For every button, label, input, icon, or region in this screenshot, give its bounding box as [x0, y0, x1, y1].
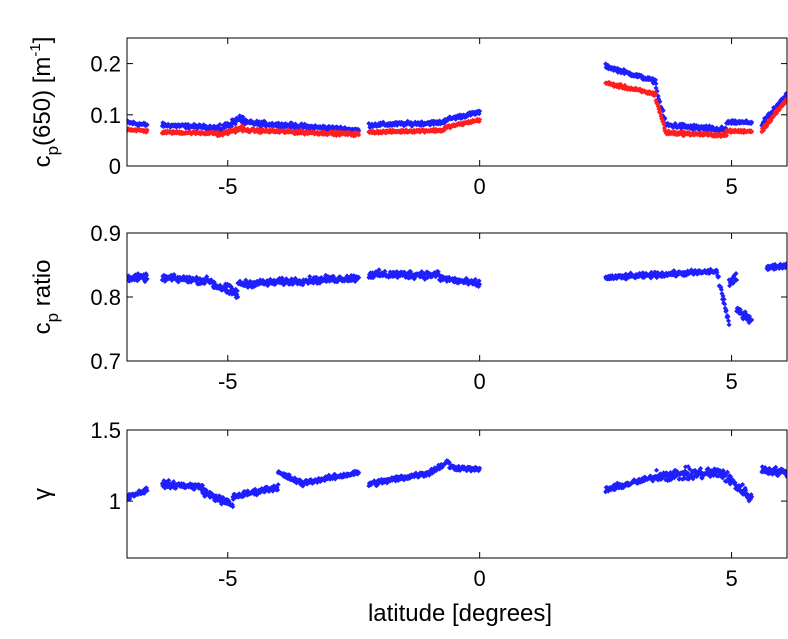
data-point	[326, 123, 332, 129]
y-tick-label: 0	[109, 154, 121, 179]
x-tick-label: 5	[725, 174, 737, 199]
data-point	[144, 127, 150, 133]
data-point	[784, 260, 787, 266]
data-point	[144, 272, 150, 278]
data-point	[234, 288, 240, 294]
data-point	[784, 91, 787, 97]
data-point	[654, 467, 660, 473]
y-axis-label: γ	[29, 488, 56, 500]
data-point	[376, 267, 382, 273]
data-point	[784, 95, 787, 101]
y-tick-label: 0.7	[90, 349, 121, 374]
data-points	[127, 61, 787, 139]
y-tick-label: 1	[109, 489, 121, 514]
data-point	[726, 322, 732, 328]
data-point	[652, 77, 658, 83]
data-point	[382, 268, 388, 274]
data-point	[307, 274, 313, 280]
panel-gamma: -5 0 5 1 1.5 γ	[29, 418, 788, 591]
data-point	[476, 278, 482, 284]
data-point	[435, 269, 441, 275]
data-point	[784, 474, 787, 480]
data-point	[725, 314, 731, 320]
data-point	[477, 117, 483, 123]
data-point	[721, 296, 727, 302]
data-point	[687, 466, 693, 472]
data-point	[144, 122, 150, 128]
data-point	[749, 317, 755, 323]
data-points	[127, 458, 787, 510]
y-tick-label: 0.2	[90, 52, 121, 77]
data-point	[749, 129, 755, 135]
data-point	[657, 109, 663, 115]
data-point	[477, 465, 483, 471]
data-point	[734, 277, 740, 283]
data-point	[749, 119, 755, 125]
data-point	[235, 294, 241, 300]
data-point	[653, 81, 659, 87]
y-tick-label: 0.8	[90, 285, 121, 310]
y-tick-label: 0.1	[90, 103, 121, 128]
data-point	[653, 90, 659, 96]
data-point	[685, 470, 691, 476]
data-point	[230, 504, 236, 510]
data-point	[144, 276, 150, 282]
data-point	[726, 318, 732, 324]
axes-box	[126, 232, 788, 362]
data-point	[718, 287, 724, 293]
data-point	[171, 271, 177, 277]
data-point	[740, 482, 746, 488]
x-tick-label: -5	[218, 566, 238, 591]
data-points	[127, 260, 787, 328]
data-point	[356, 275, 362, 281]
data-point	[477, 281, 483, 287]
y-tick-label: 0.9	[90, 221, 121, 246]
data-point	[275, 487, 281, 493]
x-tick-label: 5	[725, 369, 737, 394]
panel-cp-ratio: -5 0 5 0.7 0.8 0.9 cp ratio	[29, 221, 788, 394]
data-point	[356, 132, 362, 138]
data-point	[733, 271, 739, 277]
data-point	[184, 274, 190, 280]
x-tick-label: 0	[474, 566, 486, 591]
data-point	[356, 470, 362, 476]
x-tick-label: 0	[474, 174, 486, 199]
data-point	[724, 469, 730, 475]
data-point	[737, 307, 743, 313]
axes-box	[126, 37, 788, 167]
y-axis-label: cp(650) [m-1]	[27, 37, 62, 168]
y-tick-label: 1.5	[90, 418, 121, 443]
data-point	[714, 269, 720, 275]
data-point	[783, 470, 787, 476]
data-point	[698, 466, 704, 472]
x-axis-label: latitude [degrees]	[368, 600, 552, 627]
data-point	[141, 490, 147, 496]
x-tick-label: -5	[218, 174, 238, 199]
y-axis-label: cp ratio	[29, 260, 62, 335]
data-point	[144, 488, 150, 494]
data-point	[749, 494, 755, 500]
data-point	[472, 276, 478, 282]
data-point	[275, 482, 281, 488]
data-point	[773, 464, 779, 470]
data-point	[724, 133, 730, 139]
x-tick-label: 0	[474, 369, 486, 394]
axes-box	[126, 429, 788, 559]
data-point	[661, 121, 667, 127]
data-point	[408, 268, 414, 274]
data-point	[477, 108, 483, 114]
data-point	[723, 307, 729, 313]
data-point	[127, 273, 132, 279]
data-point	[716, 274, 722, 280]
x-tick-label: 5	[725, 566, 737, 591]
data-point	[240, 114, 246, 120]
panel-cp650: -5 0 5 0 0.1 0.2 cp(650) [m-1]	[27, 37, 788, 199]
data-point	[722, 301, 728, 307]
x-tick-label: -5	[218, 369, 238, 394]
